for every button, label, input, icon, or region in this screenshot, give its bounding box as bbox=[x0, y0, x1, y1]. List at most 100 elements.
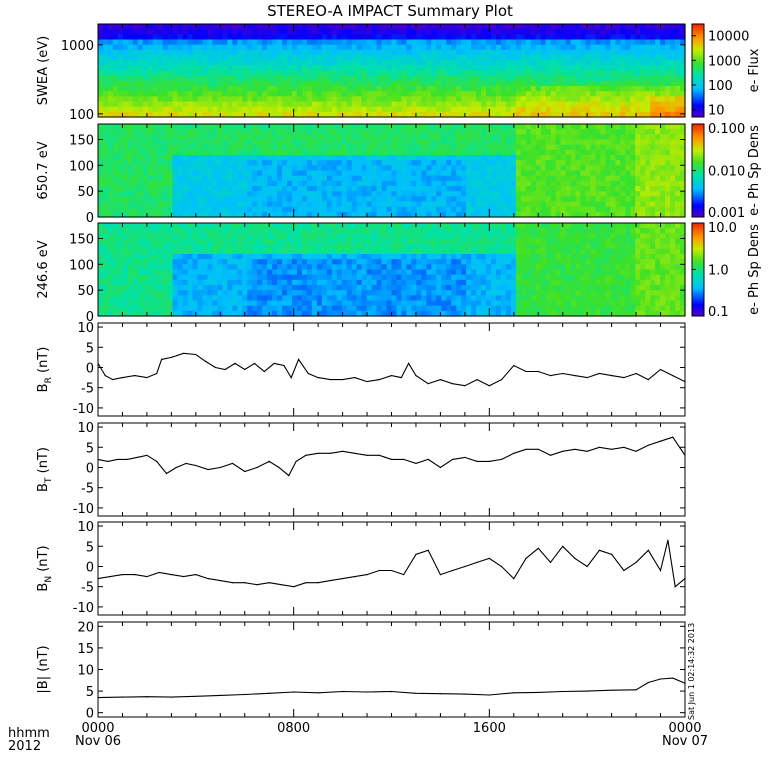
swea-heatmap-cell bbox=[495, 86, 502, 92]
swea-heatmap-cell bbox=[346, 91, 353, 97]
pad650-heatmap-cell bbox=[466, 160, 472, 166]
pad246-heatmap-cell bbox=[152, 243, 159, 250]
pad246-heatmap-cell bbox=[112, 310, 119, 317]
pad650-heatmap-cell bbox=[670, 124, 676, 130]
pad650-heatmap-cell bbox=[461, 165, 467, 172]
swea-heatmap-cell bbox=[471, 44, 477, 51]
pad246-heatmap-cell bbox=[98, 254, 104, 260]
swea-heatmap-cell bbox=[411, 80, 417, 87]
pad246-heatmap-cell bbox=[217, 269, 223, 276]
pad650-heatmap-cell bbox=[515, 155, 522, 161]
swea-heatmap-cell bbox=[665, 80, 671, 87]
swea-heatmap-cell bbox=[306, 91, 313, 97]
pad650-heatmap-cell bbox=[426, 124, 432, 130]
pad650-heatmap-cell bbox=[182, 206, 189, 213]
swea-colorbar-segment bbox=[692, 59, 704, 62]
pad650-heatmap-cell bbox=[490, 160, 497, 166]
pad650-heatmap-cell bbox=[655, 180, 661, 187]
pad650-heatmap-cell bbox=[152, 180, 159, 187]
swea-heatmap-cell bbox=[157, 55, 164, 61]
swea-heatmap-cell bbox=[560, 106, 567, 113]
pad246-heatmap-cell bbox=[187, 300, 194, 307]
swea-heatmap-cell bbox=[461, 55, 467, 61]
pad246-heatmap-cell bbox=[112, 238, 119, 245]
swea-heatmap-cell bbox=[555, 49, 562, 56]
pad650-heatmap-cell bbox=[401, 201, 408, 208]
swea-heatmap-cell bbox=[670, 86, 676, 92]
pad650-heatmap-cell bbox=[680, 170, 686, 177]
swea-heatmap-cell bbox=[167, 44, 174, 51]
swea-heatmap-cell bbox=[202, 34, 209, 41]
pad246-heatmap-cell bbox=[217, 238, 223, 245]
swea-heatmap-cell bbox=[515, 44, 522, 51]
pad650-heatmap-cell bbox=[461, 155, 467, 161]
swea-heatmap-cell bbox=[416, 75, 422, 82]
pad246-heatmap-cell bbox=[172, 228, 179, 234]
pad650-heatmap-cell bbox=[451, 191, 457, 197]
pad650-heatmap-cell bbox=[157, 160, 164, 166]
pad650-heatmap-cell bbox=[296, 186, 303, 192]
pad650-heatmap-cell bbox=[157, 134, 164, 141]
swea-heatmap-cell bbox=[431, 86, 437, 92]
swea-heatmap-cell bbox=[550, 34, 557, 41]
swea-heatmap-cell bbox=[545, 96, 552, 103]
pad650-heatmap-cell bbox=[605, 144, 611, 151]
swea-heatmap-cell bbox=[590, 55, 597, 61]
swea-heatmap-cell bbox=[605, 86, 611, 92]
swea-heatmap-cell bbox=[331, 80, 338, 87]
swea-heatmap-cell bbox=[177, 60, 184, 66]
swea-heatmap-cell bbox=[421, 39, 427, 46]
pad650-heatmap-cell bbox=[232, 175, 238, 182]
swea-heatmap-cell bbox=[406, 44, 412, 51]
swea-heatmap-cell bbox=[277, 106, 283, 113]
pad650-heatmap-cell bbox=[505, 191, 512, 197]
pad650-heatmap-cell bbox=[331, 139, 338, 146]
pad650-heatmap-cell bbox=[227, 149, 233, 156]
pad246-heatmap-cell bbox=[187, 243, 194, 250]
swea-heatmap-cell bbox=[600, 39, 606, 46]
pad246-heatmap-cell bbox=[102, 310, 109, 317]
pad650-heatmap-cell bbox=[167, 129, 174, 135]
pad246-heatmap-cell bbox=[212, 305, 218, 312]
swea-heatmap-cell bbox=[635, 80, 641, 87]
swea-heatmap-cell bbox=[446, 24, 452, 30]
pad650-heatmap-cell bbox=[505, 160, 512, 166]
swea-heatmap-cell bbox=[595, 24, 602, 30]
swea-heatmap-cell bbox=[157, 49, 164, 56]
pad650-heatmap-cell bbox=[605, 139, 611, 146]
pad650-heatmap-cell bbox=[192, 175, 199, 182]
pad650-heatmap-cell bbox=[585, 165, 592, 172]
pad650-heatmap-cell bbox=[426, 165, 432, 172]
pad246-heatmap-cell bbox=[192, 305, 199, 312]
swea-heatmap-cell bbox=[247, 75, 253, 82]
pad650-heatmap-cell bbox=[282, 191, 288, 197]
swea-heatmap-cell bbox=[227, 44, 233, 51]
swea-heatmap-cell bbox=[461, 96, 467, 103]
pad650-heatmap-cell bbox=[262, 211, 268, 218]
swea-heatmap-cell bbox=[510, 75, 517, 82]
pad650-heatmap-cell bbox=[117, 196, 124, 203]
swea-heatmap-cell bbox=[610, 34, 616, 41]
pad650-colorbar-segment bbox=[692, 215, 704, 218]
swea-heatmap-cell bbox=[311, 96, 318, 103]
pad246-heatmap-cell bbox=[117, 310, 124, 317]
swea-heatmap-cell bbox=[555, 60, 562, 66]
pad650-heatmap-cell bbox=[406, 206, 412, 213]
swea-heatmap-cell bbox=[391, 34, 398, 41]
pad650-heatmap-cell bbox=[610, 180, 616, 187]
swea-heatmap-cell bbox=[122, 29, 129, 35]
pad650-heatmap-cell bbox=[262, 139, 268, 146]
pad650-heatmap-cell bbox=[152, 155, 159, 161]
swea-heatmap-cell bbox=[132, 111, 139, 118]
pad650-heatmap-cell bbox=[117, 129, 124, 135]
swea-heatmap-cell bbox=[202, 29, 209, 35]
pad246-heatmap-cell bbox=[162, 310, 169, 317]
swea-heatmap-cell bbox=[525, 29, 532, 35]
pad650-heatmap-cell bbox=[595, 165, 602, 172]
swea-heatmap-cell bbox=[565, 106, 572, 113]
swea-colorbar-tick-label: 100 bbox=[708, 79, 733, 94]
swea-heatmap-cell bbox=[102, 60, 109, 66]
pad650-heatmap-cell bbox=[287, 170, 293, 177]
swea-heatmap-cell bbox=[177, 80, 184, 87]
swea-heatmap-cell bbox=[262, 65, 268, 72]
